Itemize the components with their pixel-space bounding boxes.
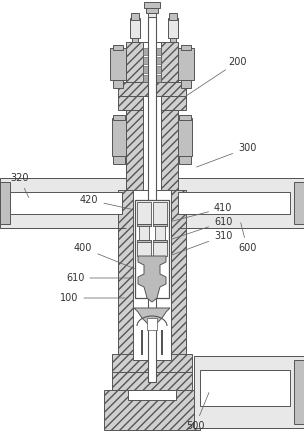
Bar — [118, 82, 186, 96]
Bar — [178, 192, 290, 214]
Bar — [137, 224, 151, 226]
Bar — [0, 178, 126, 228]
Bar — [194, 356, 304, 428]
Text: 610: 610 — [66, 273, 132, 283]
Bar — [126, 42, 178, 82]
Bar — [148, 17, 156, 382]
Bar — [10, 192, 122, 214]
Bar — [168, 18, 178, 38]
Polygon shape — [134, 308, 170, 326]
Bar — [133, 190, 171, 360]
Text: 320: 320 — [10, 173, 29, 198]
Bar — [148, 17, 156, 42]
Text: 400: 400 — [74, 243, 135, 269]
Bar — [131, 13, 139, 20]
Bar — [110, 48, 126, 80]
Text: 600: 600 — [238, 223, 256, 253]
Text: 310: 310 — [171, 231, 232, 255]
Text: 420: 420 — [80, 195, 132, 210]
Bar — [146, 8, 158, 13]
Bar — [113, 156, 125, 164]
Text: 500: 500 — [186, 392, 209, 431]
Bar — [181, 80, 191, 88]
Bar — [130, 18, 140, 38]
Bar — [153, 242, 167, 256]
Polygon shape — [138, 256, 166, 302]
Bar — [143, 66, 161, 73]
Bar — [112, 354, 192, 372]
Bar — [118, 190, 186, 360]
Bar — [137, 202, 151, 224]
Bar — [135, 200, 169, 298]
Bar — [170, 38, 176, 42]
Bar — [181, 45, 191, 50]
Bar — [126, 110, 178, 190]
Bar — [118, 96, 186, 110]
Bar — [137, 242, 151, 256]
Bar — [294, 360, 304, 424]
Bar — [143, 75, 161, 82]
Bar — [178, 118, 192, 156]
Bar — [143, 48, 161, 55]
Text: 100: 100 — [60, 293, 125, 303]
Bar — [148, 13, 156, 17]
Bar — [0, 182, 10, 224]
Bar — [139, 226, 149, 240]
Bar — [153, 202, 167, 224]
Bar — [147, 318, 157, 330]
Bar — [178, 48, 194, 80]
Bar — [179, 115, 191, 120]
Bar — [178, 178, 304, 228]
Bar — [144, 2, 160, 8]
Bar — [143, 57, 161, 64]
Bar — [128, 390, 176, 400]
Bar — [155, 226, 165, 240]
Text: 410: 410 — [172, 203, 232, 222]
Bar — [132, 38, 138, 42]
Bar — [113, 115, 125, 120]
Bar — [104, 390, 200, 430]
Bar — [179, 156, 191, 164]
Bar — [112, 372, 192, 390]
Bar — [153, 240, 167, 242]
Bar — [143, 42, 161, 82]
Bar — [113, 80, 123, 88]
Bar — [153, 224, 167, 226]
Bar — [137, 240, 151, 242]
Text: 610: 610 — [172, 217, 232, 239]
Bar — [113, 45, 123, 50]
Bar — [112, 118, 126, 156]
Bar — [169, 13, 177, 20]
Bar — [200, 370, 290, 406]
Text: 300: 300 — [197, 143, 256, 167]
Bar — [294, 182, 304, 224]
Bar — [143, 96, 161, 190]
Text: 200: 200 — [186, 57, 247, 96]
